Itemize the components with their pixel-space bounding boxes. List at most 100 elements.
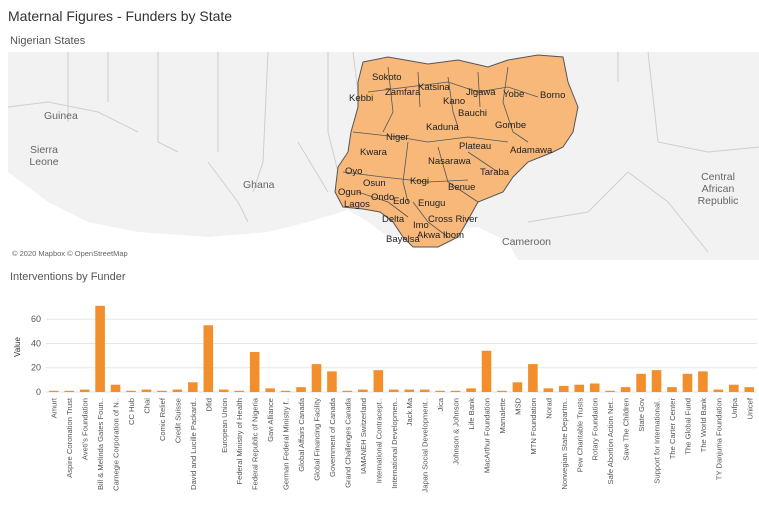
- bar[interactable]: [589, 383, 600, 392]
- bar[interactable]: [110, 384, 121, 392]
- bar[interactable]: [729, 384, 739, 392]
- bar[interactable]: [512, 382, 523, 392]
- country-label-central-african-republic: Central African Republic: [697, 171, 739, 207]
- state-label-kano: Kano: [443, 96, 466, 107]
- x-tick-label: Save The Children: [622, 398, 631, 461]
- state-borders: [342, 66, 539, 238]
- bar[interactable]: [342, 390, 353, 392]
- state-label-enugu: Enugu: [418, 198, 446, 209]
- state-label-taraba: Taraba: [480, 167, 510, 178]
- bar[interactable]: [218, 389, 229, 392]
- x-tick-label: Johnson & Johnson: [452, 398, 461, 465]
- bar[interactable]: [620, 387, 631, 392]
- bar[interactable]: [605, 390, 615, 392]
- y-tick-label: 20: [31, 363, 41, 373]
- y-axis: 0 20 40 60: [31, 314, 757, 397]
- x-tick-label: International Contracept..: [374, 398, 383, 483]
- x-tick-label: Norad: [544, 398, 553, 419]
- bar[interactable]: [234, 390, 244, 392]
- y-tick-label: 60: [31, 314, 41, 324]
- bar[interactable]: [126, 390, 136, 392]
- bars-group: [48, 305, 755, 392]
- bar[interactable]: [141, 389, 152, 392]
- bar[interactable]: [404, 389, 415, 392]
- bar[interactable]: [64, 390, 74, 392]
- x-tick-label: Credit Suisse: [173, 398, 182, 443]
- bar[interactable]: [667, 387, 677, 392]
- state-label-kebbi: Kebbi: [349, 93, 374, 104]
- bar[interactable]: [466, 388, 476, 392]
- bar[interactable]: [188, 382, 198, 392]
- bar[interactable]: [172, 389, 183, 392]
- state-label-edo: Edo: [393, 196, 410, 207]
- bar[interactable]: [249, 351, 260, 392]
- x-tick-label: Aspire Coronation Trust: [65, 397, 74, 478]
- bar[interactable]: [280, 390, 291, 392]
- country-label-ghana: Ghana: [243, 179, 275, 191]
- bar[interactable]: [95, 305, 105, 392]
- state-label-benue: Benue: [448, 182, 476, 193]
- x-tick-label: Jica: [436, 397, 445, 411]
- x-tick-label: MacArthur Foundation: [483, 398, 492, 473]
- x-tick-label: Grand Challenges Canada: [343, 397, 352, 488]
- bar[interactable]: [79, 389, 90, 392]
- state-label-kogi: Kogi: [410, 176, 430, 187]
- state-label-osun: Osun: [363, 178, 386, 189]
- bar[interactable]: [651, 370, 662, 392]
- nigeria-map[interactable]: Guinea Sierra Leone Ghana Central Africa…: [8, 52, 759, 260]
- state-label-delta: Delta: [382, 214, 405, 225]
- state-label-ondo: Ondo: [371, 192, 395, 203]
- bar[interactable]: [713, 389, 724, 392]
- state-label-jigawa: Jigawa: [466, 87, 496, 98]
- x-tick-label: IAMANEH Switzerland: [359, 398, 368, 474]
- bar[interactable]: [327, 371, 337, 392]
- bar[interactable]: [311, 364, 322, 392]
- x-tick-label: MSD: [513, 397, 522, 414]
- y-tick-label: 40: [31, 338, 41, 348]
- state-label-adamawa: Adamawa: [510, 145, 553, 156]
- bar[interactable]: [698, 371, 708, 392]
- bar-chart-canvas: Value 0 20 40 60 Amurt Aspire Coronation Tru…: [13, 305, 757, 493]
- neighbor-borders: [8, 52, 759, 253]
- bar[interactable]: [481, 350, 492, 392]
- bar[interactable]: [373, 370, 384, 392]
- x-tick-label: Japan Social Development..: [421, 398, 430, 493]
- bar[interactable]: [682, 373, 693, 392]
- bar[interactable]: [296, 387, 306, 392]
- bar[interactable]: [559, 385, 569, 392]
- x-tick-label: Carnegie Corporation of N..: [112, 398, 121, 491]
- x-tick-label: Unfpa: [730, 397, 739, 418]
- bar[interactable]: [419, 389, 430, 392]
- x-tick-label: International Developmen..: [390, 398, 399, 489]
- bar[interactable]: [744, 387, 755, 392]
- state-label-borno: Borno: [540, 90, 566, 101]
- bar[interactable]: [574, 384, 585, 392]
- x-tick-label: Federal Ministry of Health: [235, 398, 244, 485]
- bar[interactable]: [543, 388, 554, 392]
- state-label-kaduna: Kaduna: [426, 122, 459, 133]
- bar[interactable]: [48, 390, 59, 392]
- state-label-akwa-ibom: Akwa Ibom: [417, 230, 464, 241]
- bar[interactable]: [450, 390, 461, 392]
- x-tick-label: Safe Abortion Action Net..: [606, 398, 615, 485]
- bar[interactable]: [497, 390, 507, 392]
- bar[interactable]: [203, 325, 214, 392]
- map-title: Nigerian States: [10, 35, 86, 47]
- x-tick-label: European Union: [220, 398, 229, 453]
- x-tick-label: The World Bank: [699, 398, 708, 453]
- bar[interactable]: [265, 388, 275, 392]
- x-tick-label: Life Bank: [467, 398, 476, 430]
- map-attribution: © 2020 Mapbox © OpenStreetMap: [12, 249, 128, 258]
- bar[interactable]: [435, 390, 445, 392]
- bar[interactable]: [388, 389, 399, 392]
- x-tick-label: Jack.Ma: [405, 397, 414, 426]
- bar[interactable]: [157, 390, 167, 392]
- bar[interactable]: [358, 389, 368, 392]
- x-tick-label: Chai: [142, 398, 151, 414]
- bar[interactable]: [528, 364, 538, 392]
- dashboard-title: Maternal Figures - Funders by State: [8, 8, 233, 24]
- x-tick-label: State Gov: [637, 398, 646, 432]
- state-label-zamfara: Zamfara: [385, 87, 421, 98]
- bar[interactable]: [636, 373, 646, 392]
- x-tick-label: Federal Republic of Nigeria: [251, 397, 260, 490]
